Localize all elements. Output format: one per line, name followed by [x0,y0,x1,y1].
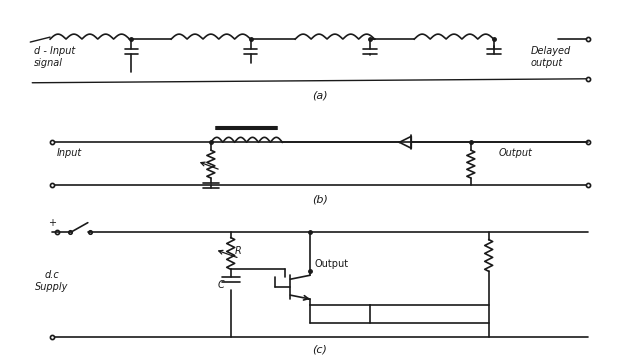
Text: d - Input
signal: d - Input signal [34,46,76,68]
Text: d.c
Supply: d.c Supply [35,270,68,292]
Text: C: C [218,280,225,290]
Text: (a): (a) [312,91,328,101]
Text: (b): (b) [312,195,328,205]
Text: +: + [48,218,56,228]
Text: Delayed
output: Delayed output [531,46,571,68]
Text: Input: Input [57,148,83,158]
Text: Output: Output [314,259,348,269]
Text: (c): (c) [312,345,328,355]
Text: R: R [235,247,241,256]
Text: Output: Output [499,148,532,158]
